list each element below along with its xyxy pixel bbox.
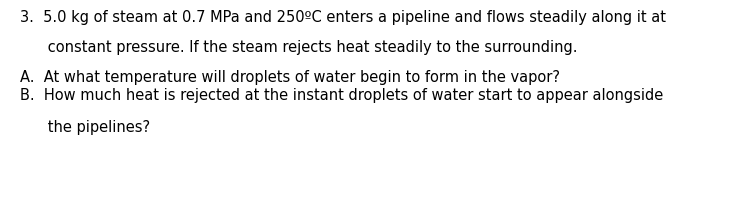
Text: constant pressure. If the steam rejects heat steadily to the surrounding.: constant pressure. If the steam rejects … <box>20 40 577 55</box>
Text: 3.  5.0 kg of steam at 0.7 MPa and 250ºC enters a pipeline and flows steadily al: 3. 5.0 kg of steam at 0.7 MPa and 250ºC … <box>20 10 666 25</box>
Text: A.  At what temperature will droplets of water begin to form in the vapor?: A. At what temperature will droplets of … <box>20 70 560 85</box>
Text: B.  How much heat is rejected at the instant droplets of water start to appear a: B. How much heat is rejected at the inst… <box>20 87 663 102</box>
Text: the pipelines?: the pipelines? <box>20 119 150 134</box>
